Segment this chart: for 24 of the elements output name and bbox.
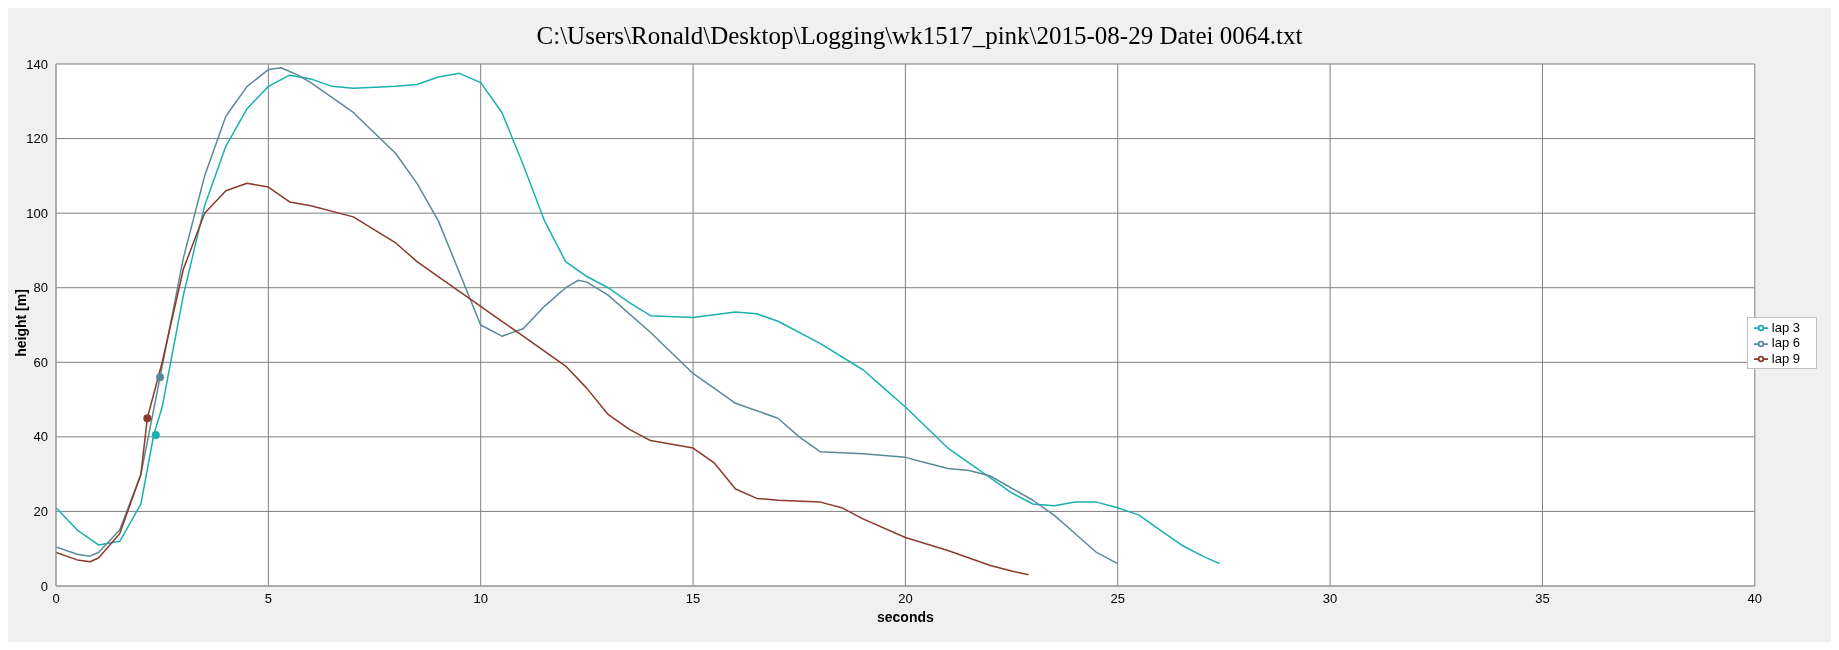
y-tick-label: 120: [26, 131, 48, 147]
x-axis-title: seconds: [876, 609, 935, 625]
x-tick-label: 20: [898, 591, 913, 607]
legend-label: lap 9: [1771, 350, 1800, 366]
x-tick-label: 10: [473, 591, 488, 607]
x-tick-label: 35: [1535, 591, 1550, 607]
x-tick-label: 15: [685, 591, 701, 607]
y-tick-label: 40: [33, 429, 48, 445]
legend-label: lap 6: [1771, 335, 1800, 351]
x-tick-label: 40: [1747, 591, 1763, 607]
y-tick-label: 20: [33, 504, 48, 520]
chart-title: C:\Users\Ronald\Desktop\Logging\wk1517_pink\2015-08-29 Datei 0064.txt: [535, 21, 1304, 51]
y-tick-label: 100: [26, 205, 48, 221]
y-tick-label: 60: [33, 354, 48, 370]
legend-label: lap 3: [1771, 319, 1800, 335]
y-tick-label: 140: [26, 56, 48, 72]
line-series: [56, 182, 1030, 576]
y-tick-label: 0: [40, 578, 48, 594]
x-tick-label: 30: [1322, 591, 1338, 607]
y-tick-label: 80: [33, 280, 48, 296]
y-axis-title: height [m]: [13, 289, 29, 357]
x-tick-label: 5: [264, 591, 272, 607]
x-tick-label: 25: [1110, 591, 1125, 607]
x-tick-label: 0: [52, 591, 60, 607]
